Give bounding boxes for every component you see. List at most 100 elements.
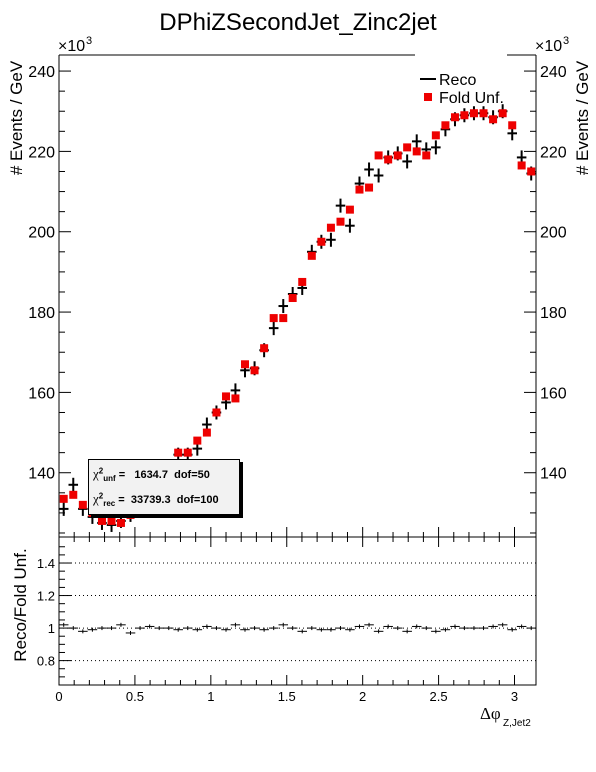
- fold-unf-point: [116, 518, 125, 527]
- reco-point: [411, 134, 422, 149]
- ratio-y-axis-title: Reco/Fold Unf.: [11, 548, 30, 661]
- ratio-point: [516, 624, 527, 629]
- chi2-unf-value: 1634.7: [134, 469, 168, 481]
- chi2-stats-box: χ2unf = 1634.7 dof=50 χ2rec = 33739.3 do…: [88, 459, 240, 515]
- x-tick-label: 0.5: [126, 689, 144, 704]
- fold-unf-point: [403, 143, 412, 152]
- fold-unf-point: [527, 167, 536, 176]
- ratio-point: [221, 627, 231, 632]
- fold-unf-point: [479, 109, 488, 118]
- ratio-point: [526, 626, 536, 631]
- fold-unf-point: [384, 155, 393, 164]
- ratio-point: [78, 629, 88, 634]
- ratio-point: [287, 626, 298, 631]
- fold-unf-point: [183, 448, 192, 457]
- ratio-point: [268, 626, 279, 631]
- ratio-point: [211, 626, 222, 631]
- y-tick-label-left: 180: [28, 305, 55, 322]
- ratio-point: [154, 626, 164, 631]
- ratio-point: [164, 626, 174, 631]
- x-tick-label: 0: [55, 689, 62, 704]
- fold-unf-point: [317, 237, 326, 246]
- fold-unf-point: [69, 490, 78, 499]
- chi2-rec-line: χ2rec = 33739.3 dof=100: [93, 491, 219, 509]
- legend: Reco Fold Unf.: [420, 72, 504, 107]
- fold-unf-point: [250, 366, 259, 375]
- ratio-point: [259, 627, 269, 632]
- reco-point: [373, 168, 384, 183]
- ratio-point: [459, 626, 470, 631]
- fold-unf-point: [365, 183, 374, 192]
- fold-unf-point: [412, 147, 421, 156]
- fold-unf-point: [222, 392, 231, 401]
- reco-point: [402, 154, 412, 169]
- ratio-point: [364, 622, 374, 627]
- ratio-y-tick-label: 1: [48, 621, 55, 636]
- x-axis-title: Δφ: [480, 704, 501, 723]
- x-tick-label: 2.5: [430, 689, 448, 704]
- y-tick-label-left: 160: [28, 385, 55, 402]
- ratio-point: [87, 627, 98, 632]
- fold-unf-point: [469, 109, 478, 118]
- chi2-rec-dof: dof=100: [176, 494, 219, 506]
- ratio-point: [58, 622, 69, 627]
- ratio-point: [411, 624, 422, 629]
- chi2-rec-value: 33739.3: [130, 494, 171, 506]
- x-tick-label: 3: [511, 689, 518, 704]
- y-tick-label-left: 140: [28, 466, 55, 483]
- ratio-point: [297, 629, 308, 634]
- ratio-point: [202, 624, 212, 629]
- ratio-y-tick-label: 0.8: [37, 654, 55, 669]
- y-exponent-base-right: ×10: [535, 38, 562, 55]
- x-tick-label: 1: [207, 689, 214, 704]
- ratio-point: [173, 627, 183, 632]
- chi2-rec-sub: rec: [103, 499, 116, 509]
- fold-unf-point: [336, 217, 345, 226]
- fold-unf-point: [517, 161, 526, 170]
- ratio-point: [135, 626, 145, 631]
- y-tick-label-right: 160: [540, 385, 567, 402]
- y-tick-label-right: 240: [540, 64, 567, 81]
- ratio-point: [507, 627, 517, 632]
- fold-unf-point: [107, 516, 116, 525]
- ratio-point: [335, 626, 346, 631]
- fold-unf-point: [431, 131, 440, 140]
- chi2-rec-sup: 2: [98, 491, 104, 501]
- ratio-point: [316, 627, 327, 632]
- ratio-point: [450, 624, 460, 629]
- y-axis-title-left: # Events / GeV: [7, 60, 26, 175]
- chi2-unf-sub: unf: [103, 474, 116, 484]
- y-axis-title-right: # Events / GeV: [573, 60, 592, 175]
- ratio-point: [326, 627, 336, 632]
- fold-unf-point: [489, 115, 498, 124]
- ratio-point: [373, 629, 384, 634]
- reco-point: [345, 218, 355, 233]
- fold-unf-point: [422, 151, 431, 160]
- ratio-y-tick-label: 1.4: [37, 556, 55, 571]
- fold-unf-point: [240, 360, 249, 369]
- fold-unf-point: [498, 109, 507, 118]
- chi2-unf-line: χ2unf = 1634.7 dof=50: [93, 466, 210, 484]
- y-tick-label-left: 200: [28, 225, 55, 242]
- reco-point: [278, 299, 289, 314]
- ratio-point: [106, 626, 117, 631]
- ratio-point: [431, 629, 441, 634]
- fold-unf-point: [355, 185, 364, 194]
- fold-unf-point: [307, 251, 316, 260]
- ratio-y-tick-label: 1.2: [37, 589, 55, 604]
- fold-unf-point: [269, 314, 278, 323]
- y-exponent-base-left: ×10: [58, 38, 85, 55]
- reco-point: [335, 198, 346, 213]
- y-exponent-power-right: 3: [563, 35, 569, 47]
- ratio-point: [488, 624, 498, 629]
- reco-point: [68, 477, 79, 492]
- fold-unf-point: [202, 428, 211, 437]
- reco-point: [58, 501, 69, 516]
- fold-unf-point: [326, 223, 335, 232]
- chi2-unf-symbol: χ: [93, 466, 99, 481]
- fold-unf-point: [298, 277, 307, 286]
- ratio-point: [421, 626, 432, 631]
- chi2-rec-symbol: χ: [93, 491, 99, 506]
- y-exponent-left: ×10 3: [58, 35, 92, 55]
